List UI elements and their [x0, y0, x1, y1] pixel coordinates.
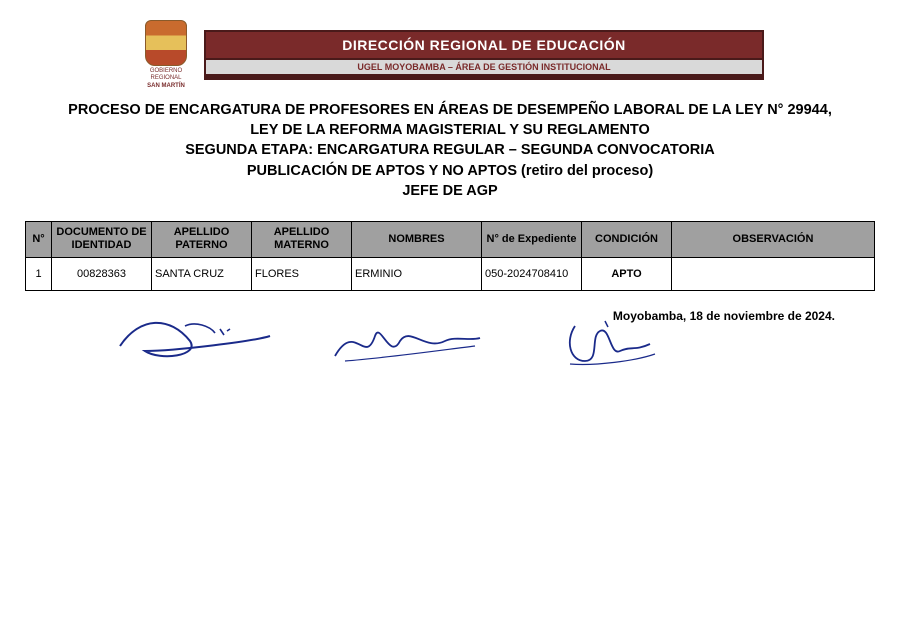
- signature-2: [325, 316, 485, 371]
- banner-block: DIRECCIÓN REGIONAL DE EDUCACIÓN UGEL MOY…: [204, 30, 764, 80]
- regional-logo: GOBIERNO REGIONAL SAN MARTÍN: [136, 20, 196, 90]
- header-banner: GOBIERNO REGIONAL SAN MARTÍN DIRECCIÓN R…: [25, 20, 875, 90]
- logo-text-1: GOBIERNO REGIONAL: [136, 68, 196, 81]
- shield-icon: [145, 20, 187, 66]
- cell-observacion: [672, 257, 875, 290]
- banner-footer-strip: [204, 74, 764, 80]
- signature-1: [115, 311, 275, 371]
- cell-condicion: APTO: [582, 257, 672, 290]
- cell-ap-paterno: SANTA CRUZ: [152, 257, 252, 290]
- col-header-n: N°: [26, 222, 52, 257]
- table-header-row: N° DOCUMENTO DE IDENTIDAD APELLIDO PATER…: [26, 222, 875, 257]
- col-header-observacion: OBSERVACIÓN: [672, 222, 875, 257]
- title-line-1: PROCESO DE ENCARGATURA DE PROFESORES EN …: [25, 100, 875, 120]
- title-line-2: LEY DE LA REFORMA MAGISTERIAL Y SU REGLA…: [25, 120, 875, 140]
- title-line-4: PUBLICACIÓN DE APTOS Y NO APTOS (retiro …: [25, 161, 875, 181]
- signature-3: [555, 316, 665, 371]
- title-line-3: SEGUNDA ETAPA: ENCARGATURA REGULAR – SEG…: [25, 140, 875, 160]
- col-header-ap-paterno: APELLIDO PATERNO: [152, 222, 252, 257]
- title-line-5: JEFE DE AGP: [25, 181, 875, 201]
- document-title: PROCESO DE ENCARGATURA DE PROFESORES EN …: [25, 100, 875, 201]
- col-header-ap-materno: APELLIDO MATERNO: [252, 222, 352, 257]
- cell-nombres: ERMINIO: [352, 257, 482, 290]
- col-header-expediente: N° de Expediente: [482, 222, 582, 257]
- cell-n: 1: [26, 257, 52, 290]
- banner-subtitle: UGEL MOYOBAMBA – ÁREA DE GESTIÓN INSTITU…: [204, 60, 764, 74]
- banner-title: DIRECCIÓN REGIONAL DE EDUCACIÓN: [204, 30, 764, 60]
- col-header-nombres: NOMBRES: [352, 222, 482, 257]
- logo-text-2: SAN MARTÍN: [136, 83, 196, 90]
- col-header-condicion: CONDICIÓN: [582, 222, 672, 257]
- col-header-doc: DOCUMENTO DE IDENTIDAD: [52, 222, 152, 257]
- cell-ap-materno: FLORES: [252, 257, 352, 290]
- cell-expediente: 050-2024708410: [482, 257, 582, 290]
- footer-area: Moyobamba, 18 de noviembre de 2024.: [25, 311, 875, 391]
- cell-doc: 00828363: [52, 257, 152, 290]
- results-table: N° DOCUMENTO DE IDENTIDAD APELLIDO PATER…: [25, 221, 875, 290]
- table-row: 1 00828363 SANTA CRUZ FLORES ERMINIO 050…: [26, 257, 875, 290]
